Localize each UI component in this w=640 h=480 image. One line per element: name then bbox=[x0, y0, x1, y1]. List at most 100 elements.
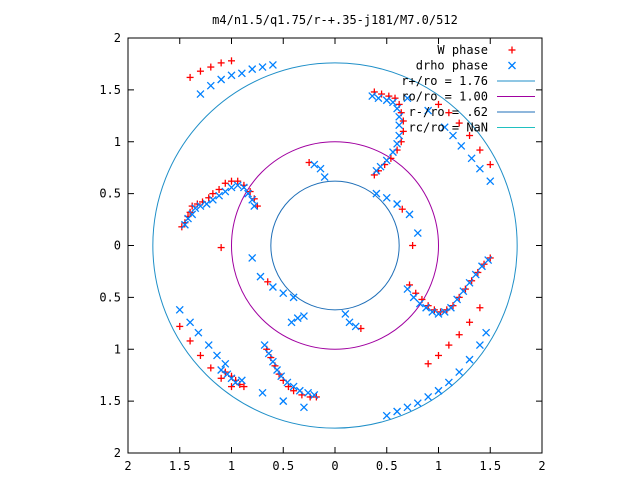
drho-phase-point bbox=[208, 195, 217, 204]
drho-phase-point bbox=[202, 200, 211, 208]
w-phase-point bbox=[399, 117, 407, 125]
legend-label: r+/ro = 1.76 bbox=[401, 74, 488, 88]
drho-phase-point bbox=[428, 307, 437, 316]
y-tick-label: 0.5 bbox=[99, 290, 121, 304]
drho-phase-point bbox=[279, 397, 288, 406]
drho-phase-point bbox=[457, 141, 466, 150]
drho-phase-point bbox=[382, 96, 391, 105]
y-tick-label: 0.5 bbox=[99, 187, 121, 201]
y-tick-label: 2 bbox=[114, 446, 121, 460]
w-phase-point bbox=[424, 360, 432, 368]
drho-phase-point bbox=[293, 314, 302, 323]
drho-phase-point bbox=[424, 393, 433, 401]
drho-phase-point bbox=[434, 310, 443, 318]
drho-phase-point bbox=[368, 92, 377, 101]
drho-phase-point bbox=[239, 183, 248, 192]
x-tick-label: 1.5 bbox=[169, 459, 191, 473]
y-tick-label: 1.5 bbox=[99, 83, 121, 97]
drho-phase-point bbox=[295, 386, 304, 395]
drho-phase-point bbox=[440, 307, 449, 316]
drho-phase-point bbox=[393, 139, 402, 148]
x-tick-label: 0.5 bbox=[272, 459, 294, 473]
legend-label: rc/ro = NaN bbox=[409, 121, 488, 135]
drho-phase-point bbox=[467, 154, 476, 163]
w-phase-point bbox=[290, 387, 298, 395]
drho-phase-point bbox=[351, 322, 360, 331]
drho-phase-point bbox=[475, 164, 484, 173]
w-phase-point bbox=[228, 383, 235, 391]
drho-phase-point bbox=[440, 123, 449, 132]
drho-phase-point bbox=[273, 366, 281, 374]
drho-phase-point bbox=[372, 189, 381, 198]
x-tick-label: 1.5 bbox=[479, 459, 501, 473]
w-phase-point bbox=[196, 351, 204, 359]
drho-phase-point bbox=[482, 328, 491, 337]
drho-phase-point bbox=[304, 388, 313, 397]
drho-phase-point bbox=[382, 193, 391, 202]
drho-phase-point bbox=[465, 278, 474, 287]
drho-phase-point bbox=[191, 204, 200, 213]
w-phase-point bbox=[196, 67, 204, 75]
ring-layer bbox=[152, 62, 518, 429]
drho-phase-point bbox=[395, 112, 404, 121]
x-tick-label: 0.5 bbox=[376, 459, 398, 473]
drho-phase-point bbox=[320, 173, 329, 181]
drho-phase-point bbox=[475, 341, 484, 350]
w-phase-point bbox=[466, 318, 474, 326]
drho-phase-point bbox=[256, 272, 265, 281]
drho-phase-point bbox=[422, 303, 431, 312]
drho-phase-point bbox=[264, 349, 273, 358]
drho-phase-point bbox=[374, 94, 383, 103]
drho-phase-point bbox=[395, 131, 404, 140]
w-phase-point bbox=[240, 383, 248, 391]
drho-phase-point bbox=[471, 270, 480, 279]
y-tick-label: 1.5 bbox=[99, 394, 121, 408]
drho-phase-point bbox=[287, 318, 296, 327]
drho-phase-point bbox=[393, 200, 402, 208]
drho-phase-point bbox=[289, 382, 298, 391]
point-layer bbox=[175, 57, 495, 420]
w-phase-point bbox=[215, 185, 223, 193]
chart-title: m4/n1.5/q1.75/r-+.35-j181/M7.0/512 bbox=[212, 13, 458, 27]
x-tick-label: 0 bbox=[331, 459, 338, 473]
drho-phase-point bbox=[405, 210, 414, 219]
legend-label: r-/ro = .62 bbox=[409, 105, 488, 119]
drho-phase-point bbox=[248, 253, 257, 262]
w-phase-point bbox=[188, 202, 196, 210]
w-phase-point bbox=[209, 190, 217, 198]
drho-phase-point bbox=[413, 229, 422, 238]
drho-phase-point bbox=[389, 148, 397, 157]
w-phase-point bbox=[486, 161, 494, 169]
drho-phase-point bbox=[206, 81, 215, 90]
y-tick-label: 0 bbox=[114, 239, 121, 253]
w-phase-point bbox=[445, 341, 453, 349]
drho-phase-point bbox=[316, 164, 325, 173]
ring-ro-ro-1-00 bbox=[231, 141, 439, 350]
drho-phase-point bbox=[459, 287, 468, 296]
x-tick-label: 2 bbox=[124, 459, 131, 473]
drho-phase-point bbox=[213, 351, 221, 360]
drho-phase-point bbox=[310, 390, 319, 399]
legend-label: ro/ro = 1.00 bbox=[401, 90, 488, 104]
drho-phase-point bbox=[196, 90, 205, 98]
drho-phase-point bbox=[231, 378, 240, 387]
drho-phase-point bbox=[382, 411, 391, 420]
drho-phase-point bbox=[409, 293, 418, 302]
w-phase-point bbox=[217, 244, 225, 252]
drho-phase-point bbox=[248, 65, 257, 74]
axis-layer: 2 1.5 1 0.5 0 0.5 1 1.5 221.510.500.511.52 bbox=[99, 31, 545, 473]
drho-phase-point bbox=[215, 191, 224, 200]
ring-r-ro-62 bbox=[270, 180, 400, 311]
w-phase-point bbox=[217, 374, 225, 382]
legend-swatch-marker bbox=[508, 61, 516, 70]
w-phase-point bbox=[455, 331, 463, 339]
drho-phase-point bbox=[250, 202, 259, 211]
drho-phase-point bbox=[244, 189, 253, 198]
drho-phase-point bbox=[204, 341, 213, 350]
drho-phase-point bbox=[217, 366, 226, 374]
w-phase-point bbox=[445, 109, 453, 117]
drho-phase-point bbox=[277, 372, 286, 381]
drho-phase-point bbox=[484, 256, 493, 264]
w-phase-point bbox=[228, 177, 235, 185]
